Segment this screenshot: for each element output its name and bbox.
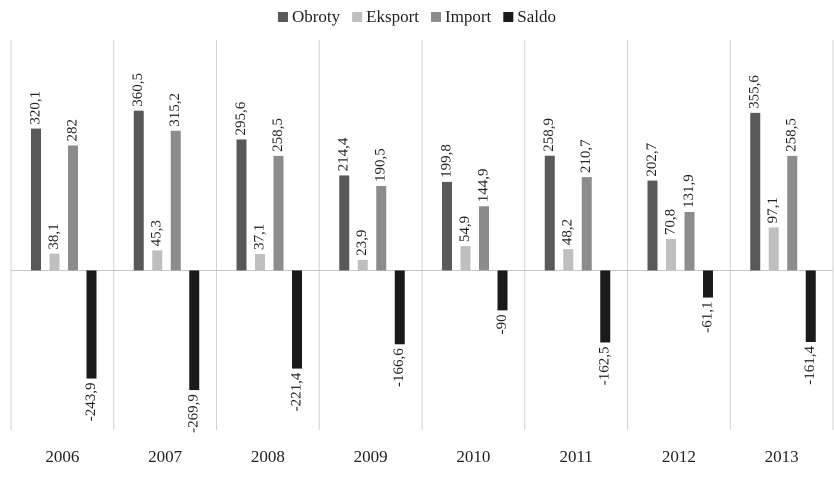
data-label: 37,1 xyxy=(251,224,267,250)
data-label: 258,9 xyxy=(541,118,557,152)
bar xyxy=(31,128,41,271)
data-label: 315,2 xyxy=(167,93,183,127)
bar xyxy=(86,270,97,379)
legend-label: Eksport xyxy=(366,7,419,26)
bar xyxy=(357,259,368,271)
bar xyxy=(750,112,761,271)
legend-label: Saldo xyxy=(517,7,556,26)
bar xyxy=(442,181,452,271)
data-label: 199,8 xyxy=(438,144,454,178)
bar xyxy=(189,270,200,391)
bar xyxy=(563,249,574,271)
data-label: 48,2 xyxy=(560,219,576,245)
bar xyxy=(703,270,713,298)
data-label: 355,6 xyxy=(747,75,763,109)
bar xyxy=(292,270,302,369)
x-tick-label: 2008 xyxy=(251,447,285,466)
data-label: 70,8 xyxy=(662,209,678,235)
bar xyxy=(170,130,181,271)
data-label: -269,9 xyxy=(186,394,202,433)
data-label: 295,6 xyxy=(233,101,249,135)
legend-swatch xyxy=(503,12,514,22)
x-tick-label: 2009 xyxy=(354,447,388,466)
data-label: 45,3 xyxy=(149,220,165,246)
bar xyxy=(479,206,489,271)
bar xyxy=(273,155,284,271)
bar xyxy=(68,145,78,271)
data-label: 190,5 xyxy=(373,148,389,182)
data-label: -166,6 xyxy=(391,348,407,387)
bar xyxy=(666,239,676,271)
legend-swatch xyxy=(352,12,363,22)
data-label: 202,7 xyxy=(644,142,660,176)
bar xyxy=(581,177,592,271)
data-label: 144,9 xyxy=(475,168,491,202)
bar xyxy=(460,246,471,271)
x-tick-label: 2010 xyxy=(456,447,490,466)
bar xyxy=(152,250,163,271)
data-label: -161,4 xyxy=(802,345,818,384)
data-label: 214,4 xyxy=(336,137,352,171)
legend-swatch xyxy=(431,12,442,22)
bar xyxy=(376,186,387,271)
bar xyxy=(236,139,247,271)
bar xyxy=(768,227,779,271)
x-tick-label: 2006 xyxy=(45,447,79,466)
x-tick-label: 2012 xyxy=(662,447,696,466)
data-label: 97,1 xyxy=(765,197,781,223)
bar xyxy=(684,211,695,271)
legend-swatch xyxy=(277,12,288,22)
x-tick-label: 2011 xyxy=(559,447,592,466)
data-label: 360,5 xyxy=(130,73,146,107)
data-label: 320,1 xyxy=(27,91,43,125)
bar xyxy=(394,270,405,345)
data-label: -61,1 xyxy=(699,302,715,333)
bar xyxy=(255,254,265,271)
data-label: -162,5 xyxy=(597,346,613,385)
data-label: 258,5 xyxy=(270,118,286,152)
data-label: 131,9 xyxy=(681,174,697,208)
data-label: 258,5 xyxy=(784,118,800,152)
x-tick-label: 2013 xyxy=(765,447,799,466)
data-label: 210,7 xyxy=(578,139,594,173)
legend-label: Import xyxy=(445,7,492,26)
bar xyxy=(647,180,658,271)
data-label: 282 xyxy=(64,119,80,142)
bar xyxy=(339,175,350,271)
bar xyxy=(49,253,60,271)
bar xyxy=(787,155,798,271)
bar xyxy=(544,155,555,271)
data-label: -221,4 xyxy=(288,372,304,411)
bar xyxy=(805,270,816,342)
bar xyxy=(133,110,144,271)
legend-label: Obroty xyxy=(292,7,341,26)
data-label: -243,9 xyxy=(83,383,99,422)
bar xyxy=(600,270,611,343)
data-label: -90 xyxy=(494,314,510,334)
data-label: 38,1 xyxy=(46,223,62,249)
bar xyxy=(497,270,508,311)
data-label: 54,9 xyxy=(457,216,473,242)
data-label: 23,9 xyxy=(354,230,370,256)
x-tick-label: 2007 xyxy=(148,447,183,466)
